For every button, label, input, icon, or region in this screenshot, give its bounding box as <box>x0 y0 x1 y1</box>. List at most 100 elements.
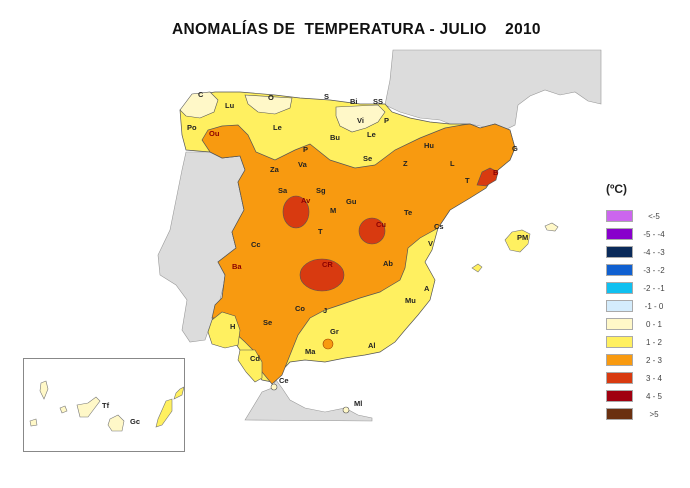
island-lanzarote <box>173 386 185 400</box>
station-label: Gr <box>330 327 339 336</box>
legend-label: 4 - 5 <box>645 391 662 401</box>
station-label: A <box>424 284 430 293</box>
island-mallorca <box>504 229 531 253</box>
station-label: Lu <box>225 101 235 110</box>
melilla-marker <box>342 406 350 414</box>
station-label: CR <box>322 260 333 269</box>
station-label: Ba <box>232 262 242 271</box>
legend-item: >5 <box>600 405 675 423</box>
station-label: Se <box>363 154 372 163</box>
legend-item: -4 - -3 <box>600 243 675 261</box>
station-label: T <box>465 176 470 185</box>
legend-item: -3 - -2 <box>600 261 675 279</box>
station-label: P <box>384 116 389 125</box>
station-label: Ma <box>305 347 316 356</box>
africa-landmass <box>244 379 373 422</box>
station-label: PM <box>517 233 528 242</box>
legend-item: 1 - 2 <box>600 333 675 351</box>
legend-label: 0 - 1 <box>645 319 662 329</box>
island-tenerife <box>76 396 101 418</box>
station-label: Te <box>404 208 412 217</box>
island-menorca <box>544 222 559 232</box>
legend-swatch <box>606 246 633 258</box>
legend-swatch <box>606 408 633 420</box>
station-label: Vi <box>357 116 364 125</box>
station-label: Gc <box>130 417 140 426</box>
station-label: J <box>323 306 327 315</box>
station-label: Mu <box>405 296 416 305</box>
legend-swatch <box>606 336 633 348</box>
station-label: Ab <box>383 259 393 268</box>
station-label: Va <box>298 160 308 169</box>
station-label: S <box>324 92 329 101</box>
legend-item: -5 - -4 <box>600 225 675 243</box>
station-label: Cc <box>251 240 261 249</box>
ceuta-marker <box>270 383 278 391</box>
station-label: Cu <box>376 220 386 229</box>
station-label: Ce <box>279 376 289 385</box>
legend-item: -1 - 0 <box>600 297 675 315</box>
legend-swatch <box>606 300 633 312</box>
station-label: Gu <box>346 197 357 206</box>
station-label: Po <box>187 123 197 132</box>
legend-item: 3 - 4 <box>600 369 675 387</box>
legend-label: -5 - -4 <box>643 229 665 239</box>
legend-swatch <box>606 390 633 402</box>
region-3-4-cuenca <box>358 217 386 245</box>
station-label: Cd <box>250 354 260 363</box>
station-label: Ml <box>354 399 362 408</box>
legend-swatch <box>606 210 633 222</box>
region-1-2-cadiz <box>237 349 263 383</box>
legend-label: >5 <box>649 409 659 419</box>
canary-islands-inset: Tf Gc <box>23 358 185 452</box>
station-label: Al <box>368 341 376 350</box>
station-label: Bu <box>330 133 340 142</box>
station-label: Tf <box>102 401 110 410</box>
island-fuerteventura <box>155 398 173 428</box>
station-label: C <box>198 90 204 99</box>
station-label: SS <box>373 97 383 106</box>
legend-item: 0 - 1 <box>600 315 675 333</box>
legend-item: <-5 <box>600 207 675 225</box>
region-2-3-main <box>201 123 516 385</box>
station-label: P <box>303 145 308 154</box>
island-el-hierro <box>29 418 38 427</box>
legend-item: -2 - -1 <box>600 279 675 297</box>
station-label: T <box>318 227 323 236</box>
station-label: Co <box>295 304 305 313</box>
region-0-1-asturias <box>244 94 293 115</box>
legend-swatch <box>606 318 633 330</box>
station-labels: C Lu O S Bi SS Vi P Po Ou Le Bu Le P Hu G Za Va Se Z L B T Sa Sg… <box>187 90 528 408</box>
station-label: M <box>330 206 336 215</box>
station-label: H <box>230 322 235 331</box>
legend-label: -2 - -1 <box>643 283 665 293</box>
map-title: ANOMALÍAS DE TEMPERATURA - JULIO 2010 <box>172 21 541 38</box>
legend-swatch <box>606 354 633 366</box>
station-label: Sg <box>316 186 326 195</box>
legend-swatch <box>606 228 633 240</box>
legend-label: -3 - -2 <box>643 265 665 275</box>
legend-label: -4 - -3 <box>643 247 665 257</box>
legend: (ºC) <-5 -5 - -4 -4 - -3 -3 - -2 -2 - -1 -1 -… <box>600 182 675 423</box>
station-label: G <box>512 144 518 153</box>
legend-label: 2 - 3 <box>645 355 662 365</box>
station-label: Se <box>263 318 272 327</box>
station-label: V <box>428 239 433 248</box>
station-label: Av <box>301 196 311 205</box>
region-3-4-barcelona <box>476 167 499 187</box>
station-label: Le <box>273 123 282 132</box>
region-2-3-granada <box>322 338 334 350</box>
station-label: Hu <box>424 141 434 150</box>
region-3-4-ciudad-real <box>299 258 345 292</box>
station-label: Bi <box>350 97 358 106</box>
france-landmass <box>384 49 602 131</box>
legend-swatch <box>606 372 633 384</box>
station-label: L <box>450 159 455 168</box>
region-1-2-huelva <box>207 311 241 349</box>
legend-label: 1 - 2 <box>645 337 662 347</box>
region-0-1-basque <box>335 104 386 133</box>
station-label: O <box>268 93 274 102</box>
island-la-palma <box>39 380 49 400</box>
legend-label: 3 - 4 <box>645 373 662 383</box>
